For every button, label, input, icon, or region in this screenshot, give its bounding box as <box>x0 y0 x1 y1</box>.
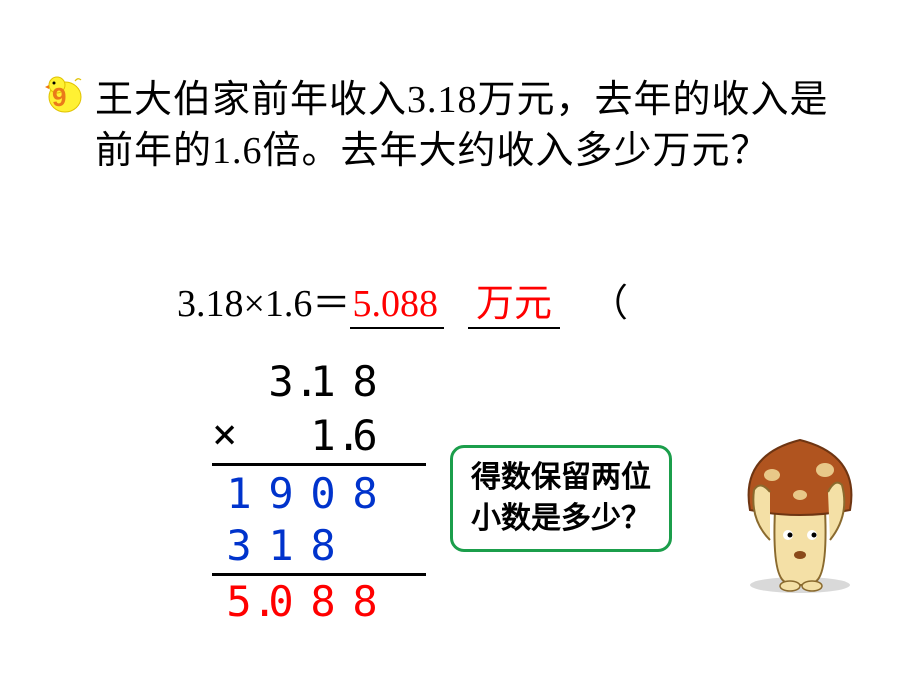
mult-row-result: 5 . 0 8 8 <box>218 575 386 627</box>
equation-lhs: 3.18×1.6＝ <box>177 283 350 325</box>
question-number: 9 <box>52 82 66 113</box>
mult-line-1 <box>212 463 426 466</box>
question-text: 王大伯家前年收入3.18万元，去年的收入是前年的1.6倍。去年大约收入多少万元？ <box>95 75 865 178</box>
equation-result: 5.088 <box>350 283 444 329</box>
equation-unit: 万元 <box>468 283 560 329</box>
mult-row-partial1: 1 9 0 8 <box>218 467 386 519</box>
times-sign: × <box>212 409 237 458</box>
mult-row-multiplier: 1 . 6 <box>218 407 386 463</box>
hint-line2: 小数是多少？ <box>471 499 651 540</box>
vertical-multiplication: × 3 . 1 8 1 . 6 1 9 0 8 3 1 8 5 . 0 8 8 <box>218 355 386 627</box>
hint-line1: 得数保留两位 <box>471 458 651 499</box>
equation-line: 3.18×1.6＝5.088 万元 （ <box>177 272 628 327</box>
mushroom-icon <box>730 420 875 595</box>
mult-row-partial2: 3 1 8 <box>218 519 386 571</box>
hint-bubble: 得数保留两位 小数是多少？ <box>450 445 672 552</box>
mult-line-2 <box>212 573 426 576</box>
mult-row-top: 3 . 1 8 <box>218 355 386 407</box>
equation-paren: （ <box>590 283 628 325</box>
